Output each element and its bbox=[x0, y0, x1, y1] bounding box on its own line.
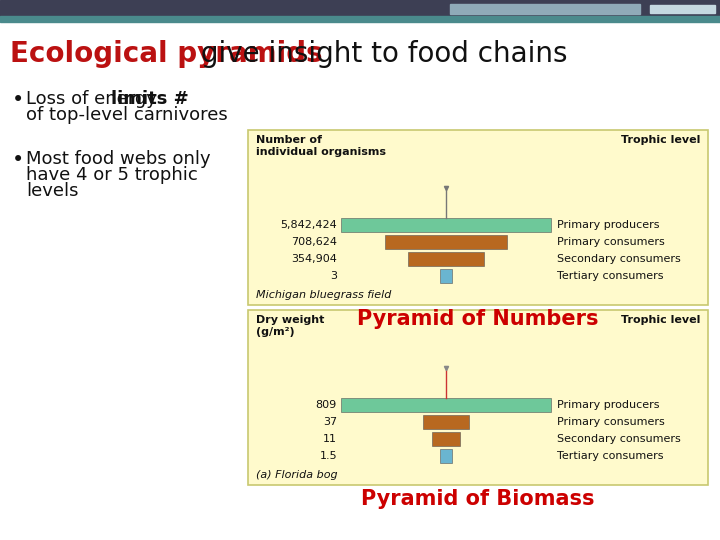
Bar bbox=[650, 5, 715, 13]
Text: Secondary consumers: Secondary consumers bbox=[557, 434, 680, 444]
Text: Primary producers: Primary producers bbox=[557, 220, 660, 230]
Bar bbox=[341, 218, 551, 232]
Text: 37: 37 bbox=[323, 417, 337, 427]
Bar bbox=[0, 0, 720, 16]
Text: Secondary consumers: Secondary consumers bbox=[557, 254, 680, 264]
Text: of top-level carnivores: of top-level carnivores bbox=[26, 106, 228, 124]
Text: Loss of energy: Loss of energy bbox=[26, 90, 163, 108]
Text: (a) Florida bog: (a) Florida bog bbox=[256, 470, 338, 480]
Text: Tertiary consumers: Tertiary consumers bbox=[557, 271, 664, 281]
Bar bbox=[440, 449, 451, 463]
Text: Dry weight
(g/m²): Dry weight (g/m²) bbox=[256, 315, 325, 336]
Bar bbox=[423, 415, 469, 429]
Bar bbox=[248, 310, 708, 485]
Text: Trophic level: Trophic level bbox=[621, 315, 700, 325]
Bar bbox=[0, 16, 720, 22]
Text: levels: levels bbox=[26, 182, 78, 200]
Text: 354,904: 354,904 bbox=[291, 254, 337, 264]
Text: Primary producers: Primary producers bbox=[557, 400, 660, 410]
Text: give insight to food chains: give insight to food chains bbox=[192, 40, 567, 68]
Text: •: • bbox=[12, 90, 24, 110]
Bar bbox=[432, 432, 459, 446]
Text: Michigan bluegrass field: Michigan bluegrass field bbox=[256, 290, 392, 300]
Bar bbox=[248, 130, 708, 305]
Text: 708,624: 708,624 bbox=[291, 237, 337, 247]
Text: Ecological pyramids: Ecological pyramids bbox=[10, 40, 323, 68]
Text: 5,842,424: 5,842,424 bbox=[280, 220, 337, 230]
Bar bbox=[450, 4, 640, 14]
Text: Trophic level: Trophic level bbox=[621, 135, 700, 145]
Text: Most food webs only: Most food webs only bbox=[26, 150, 211, 168]
Text: limits #: limits # bbox=[111, 90, 189, 108]
Text: Number of
individual organisms: Number of individual organisms bbox=[256, 135, 386, 157]
Bar bbox=[385, 235, 507, 249]
Text: Primary consumers: Primary consumers bbox=[557, 237, 665, 247]
Text: Pyramid of Numbers: Pyramid of Numbers bbox=[357, 309, 599, 329]
Bar bbox=[408, 252, 484, 266]
Text: 809: 809 bbox=[316, 400, 337, 410]
Text: Primary consumers: Primary consumers bbox=[557, 417, 665, 427]
Text: Pyramid of Biomass: Pyramid of Biomass bbox=[361, 489, 595, 509]
Bar bbox=[341, 398, 551, 412]
Text: 11: 11 bbox=[323, 434, 337, 444]
Text: •: • bbox=[12, 150, 24, 170]
Bar bbox=[440, 269, 451, 283]
Text: 3: 3 bbox=[330, 271, 337, 281]
Text: Tertiary consumers: Tertiary consumers bbox=[557, 451, 664, 461]
Text: have 4 or 5 trophic: have 4 or 5 trophic bbox=[26, 166, 198, 184]
Text: 1.5: 1.5 bbox=[320, 451, 337, 461]
